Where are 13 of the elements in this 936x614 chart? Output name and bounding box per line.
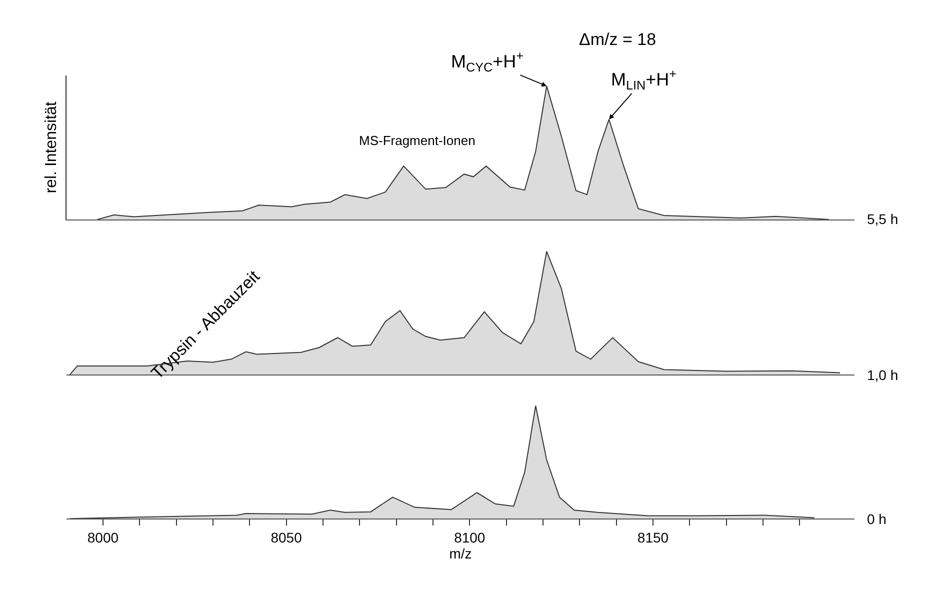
annotation: MS-Fragment-Ionen (359, 133, 476, 148)
x-tick-label: 8100 (454, 529, 486, 546)
annotation: M$_{LIN}$+H$^{+}$ (611, 67, 676, 92)
x-axis-title: m/z (449, 545, 472, 562)
text: Δm/z = 18 (579, 30, 656, 49)
x-tick-label: 8150 (637, 529, 669, 546)
x-tick-label: 8000 (87, 529, 119, 546)
annotation: M$_{CYC}$+H$^{+}$ (451, 49, 524, 74)
y-axis-title: rel. Intensität (43, 101, 60, 194)
series-label: 1,0 h (867, 367, 898, 383)
x-tick-label: 8050 (270, 529, 302, 546)
text: 0 h (867, 511, 886, 527)
text: 5,5 h (867, 211, 898, 227)
